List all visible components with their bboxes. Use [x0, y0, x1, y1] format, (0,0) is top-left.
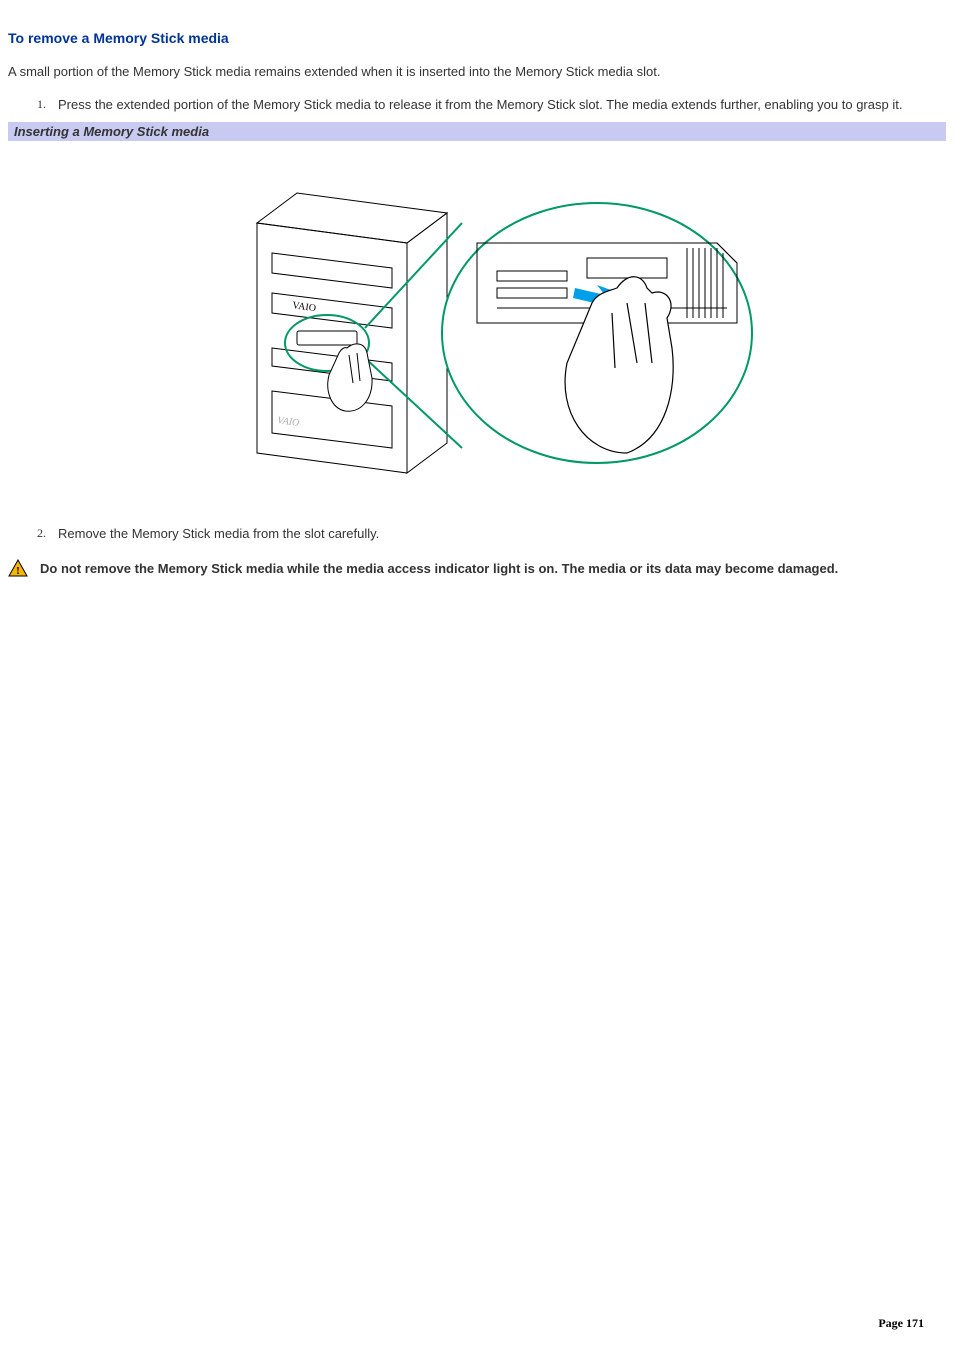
step-item: 1. Press the extended portion of the Mem… — [8, 97, 946, 112]
figure-caption-bar: Inserting a Memory Stick media — [8, 122, 946, 141]
step-text: Press the extended portion of the Memory… — [58, 97, 946, 112]
warning-icon: ! — [8, 559, 28, 580]
page-container: To remove a Memory Stick media A small p… — [0, 0, 954, 1351]
svg-text:VAIO: VAIO — [277, 415, 300, 429]
warning-block: ! Do not remove the Memory Stick media w… — [8, 559, 946, 580]
page-number: Page 171 — [878, 1316, 924, 1331]
step-item: 2. Remove the Memory Stick media from th… — [8, 526, 946, 541]
svg-text:!: ! — [16, 565, 20, 577]
section-heading: To remove a Memory Stick media — [8, 30, 946, 46]
svg-text:VAIO: VAIO — [292, 300, 317, 314]
steps-list: 1. Press the extended portion of the Mem… — [8, 97, 946, 112]
figure-area: VAIO VAIO — [8, 153, 946, 486]
memory-stick-diagram: VAIO VAIO — [197, 153, 757, 483]
step-number: 1. — [8, 97, 58, 112]
warning-text: Do not remove the Memory Stick media whi… — [40, 561, 838, 576]
steps-list-cont: 2. Remove the Memory Stick media from th… — [8, 526, 946, 541]
intro-paragraph: A small portion of the Memory Stick medi… — [8, 64, 946, 79]
step-number: 2. — [8, 526, 58, 541]
step-text: Remove the Memory Stick media from the s… — [58, 526, 946, 541]
